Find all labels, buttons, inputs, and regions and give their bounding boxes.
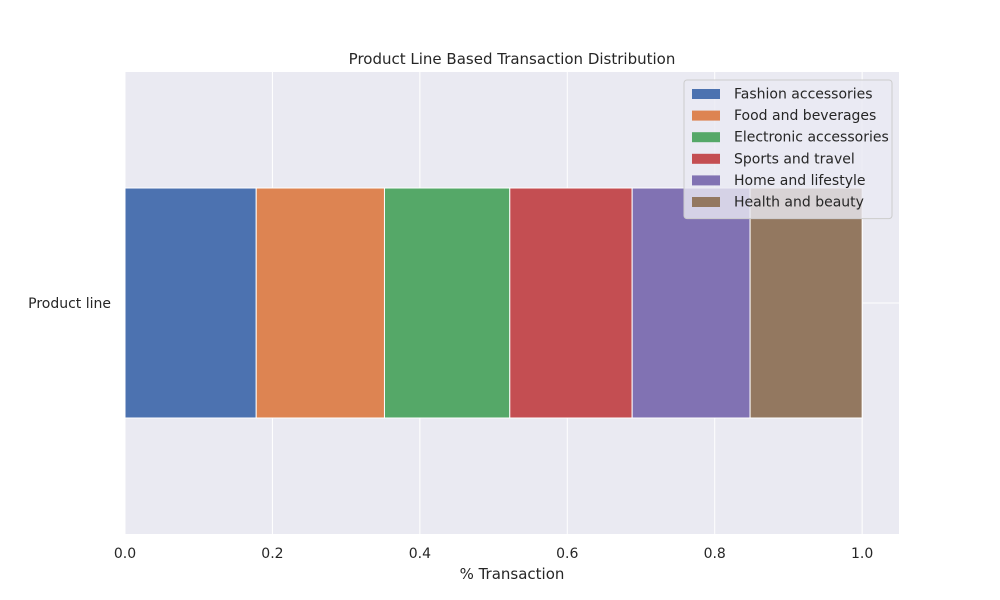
legend: Fashion accessories Food and beverages Ele… (683, 79, 893, 220)
y-tick-label: Product line (28, 296, 111, 312)
legend-swatch-4 (692, 175, 720, 186)
legend-label-3: Sports and travel (734, 151, 855, 167)
bar-segment-4 (631, 187, 751, 419)
chart-title: Product Line Based Transaction Distribut… (349, 50, 676, 68)
x-tick-label: 0.2 (261, 546, 283, 562)
bar-segment-0 (124, 187, 257, 419)
x-axis-ticks: 0.0 0.2 0.4 0.6 0.8 1.0 (114, 546, 873, 562)
bar-segment-3 (509, 187, 633, 419)
legend-swatch-5 (692, 197, 720, 207)
legend-label-2: Electronic accessories (734, 130, 889, 146)
legend-swatch-3 (692, 153, 720, 164)
bar-segment-2 (383, 187, 511, 419)
legend-label-1: Food and beverages (734, 108, 876, 124)
legend-swatch-0 (692, 89, 720, 99)
legend-swatch-2 (692, 132, 720, 143)
bar-segment-5 (749, 187, 863, 419)
legend-box (683, 79, 893, 220)
bar-segment-1 (255, 187, 385, 419)
legend-swatch-1 (692, 110, 720, 121)
bar-stack (124, 187, 863, 419)
x-axis-label: % Transaction (460, 565, 565, 583)
x-tick-label: 0.6 (556, 546, 578, 562)
legend-label-4: Home and lifestyle (734, 173, 865, 189)
x-tick-label: 1.0 (851, 546, 873, 562)
legend-label-5: Health and beauty (734, 195, 864, 211)
x-tick-label: 0.8 (704, 546, 726, 562)
y-axis-ticks: Product line (28, 296, 111, 312)
x-tick-label: 0.4 (409, 546, 431, 562)
legend-label-0: Fashion accessories (734, 87, 873, 103)
x-tick-label: 0.0 (114, 546, 136, 562)
